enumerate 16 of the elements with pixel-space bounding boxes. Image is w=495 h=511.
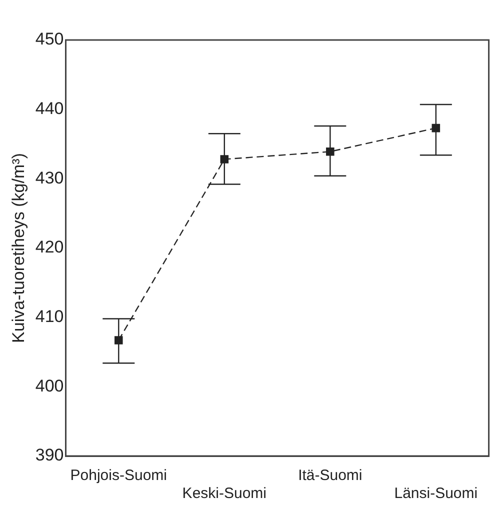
point [220,155,229,164]
x-tick-label: Itä-Suomi [298,467,362,484]
y-tick-label: 400 [35,376,64,396]
point [326,147,334,156]
y-tick-label: 440 [35,99,64,118]
y-axis-title: Kuiva-tuoretiheys (kg/m³) [8,153,28,343]
y-tick-label: 430 [35,168,64,188]
y-tick-label: 420 [35,238,64,257]
point [432,124,440,132]
y-tick-label: 450 [35,30,64,49]
x-tick-label: Pohjois-Suomi [70,467,168,484]
x-tick-label: Länsi-Suomi [394,485,478,502]
y-tick-label: 410 [35,307,64,326]
point [114,336,123,344]
y-tick-label: 390 [35,446,64,465]
x-tick-label: Keski-Suomi [182,485,267,502]
